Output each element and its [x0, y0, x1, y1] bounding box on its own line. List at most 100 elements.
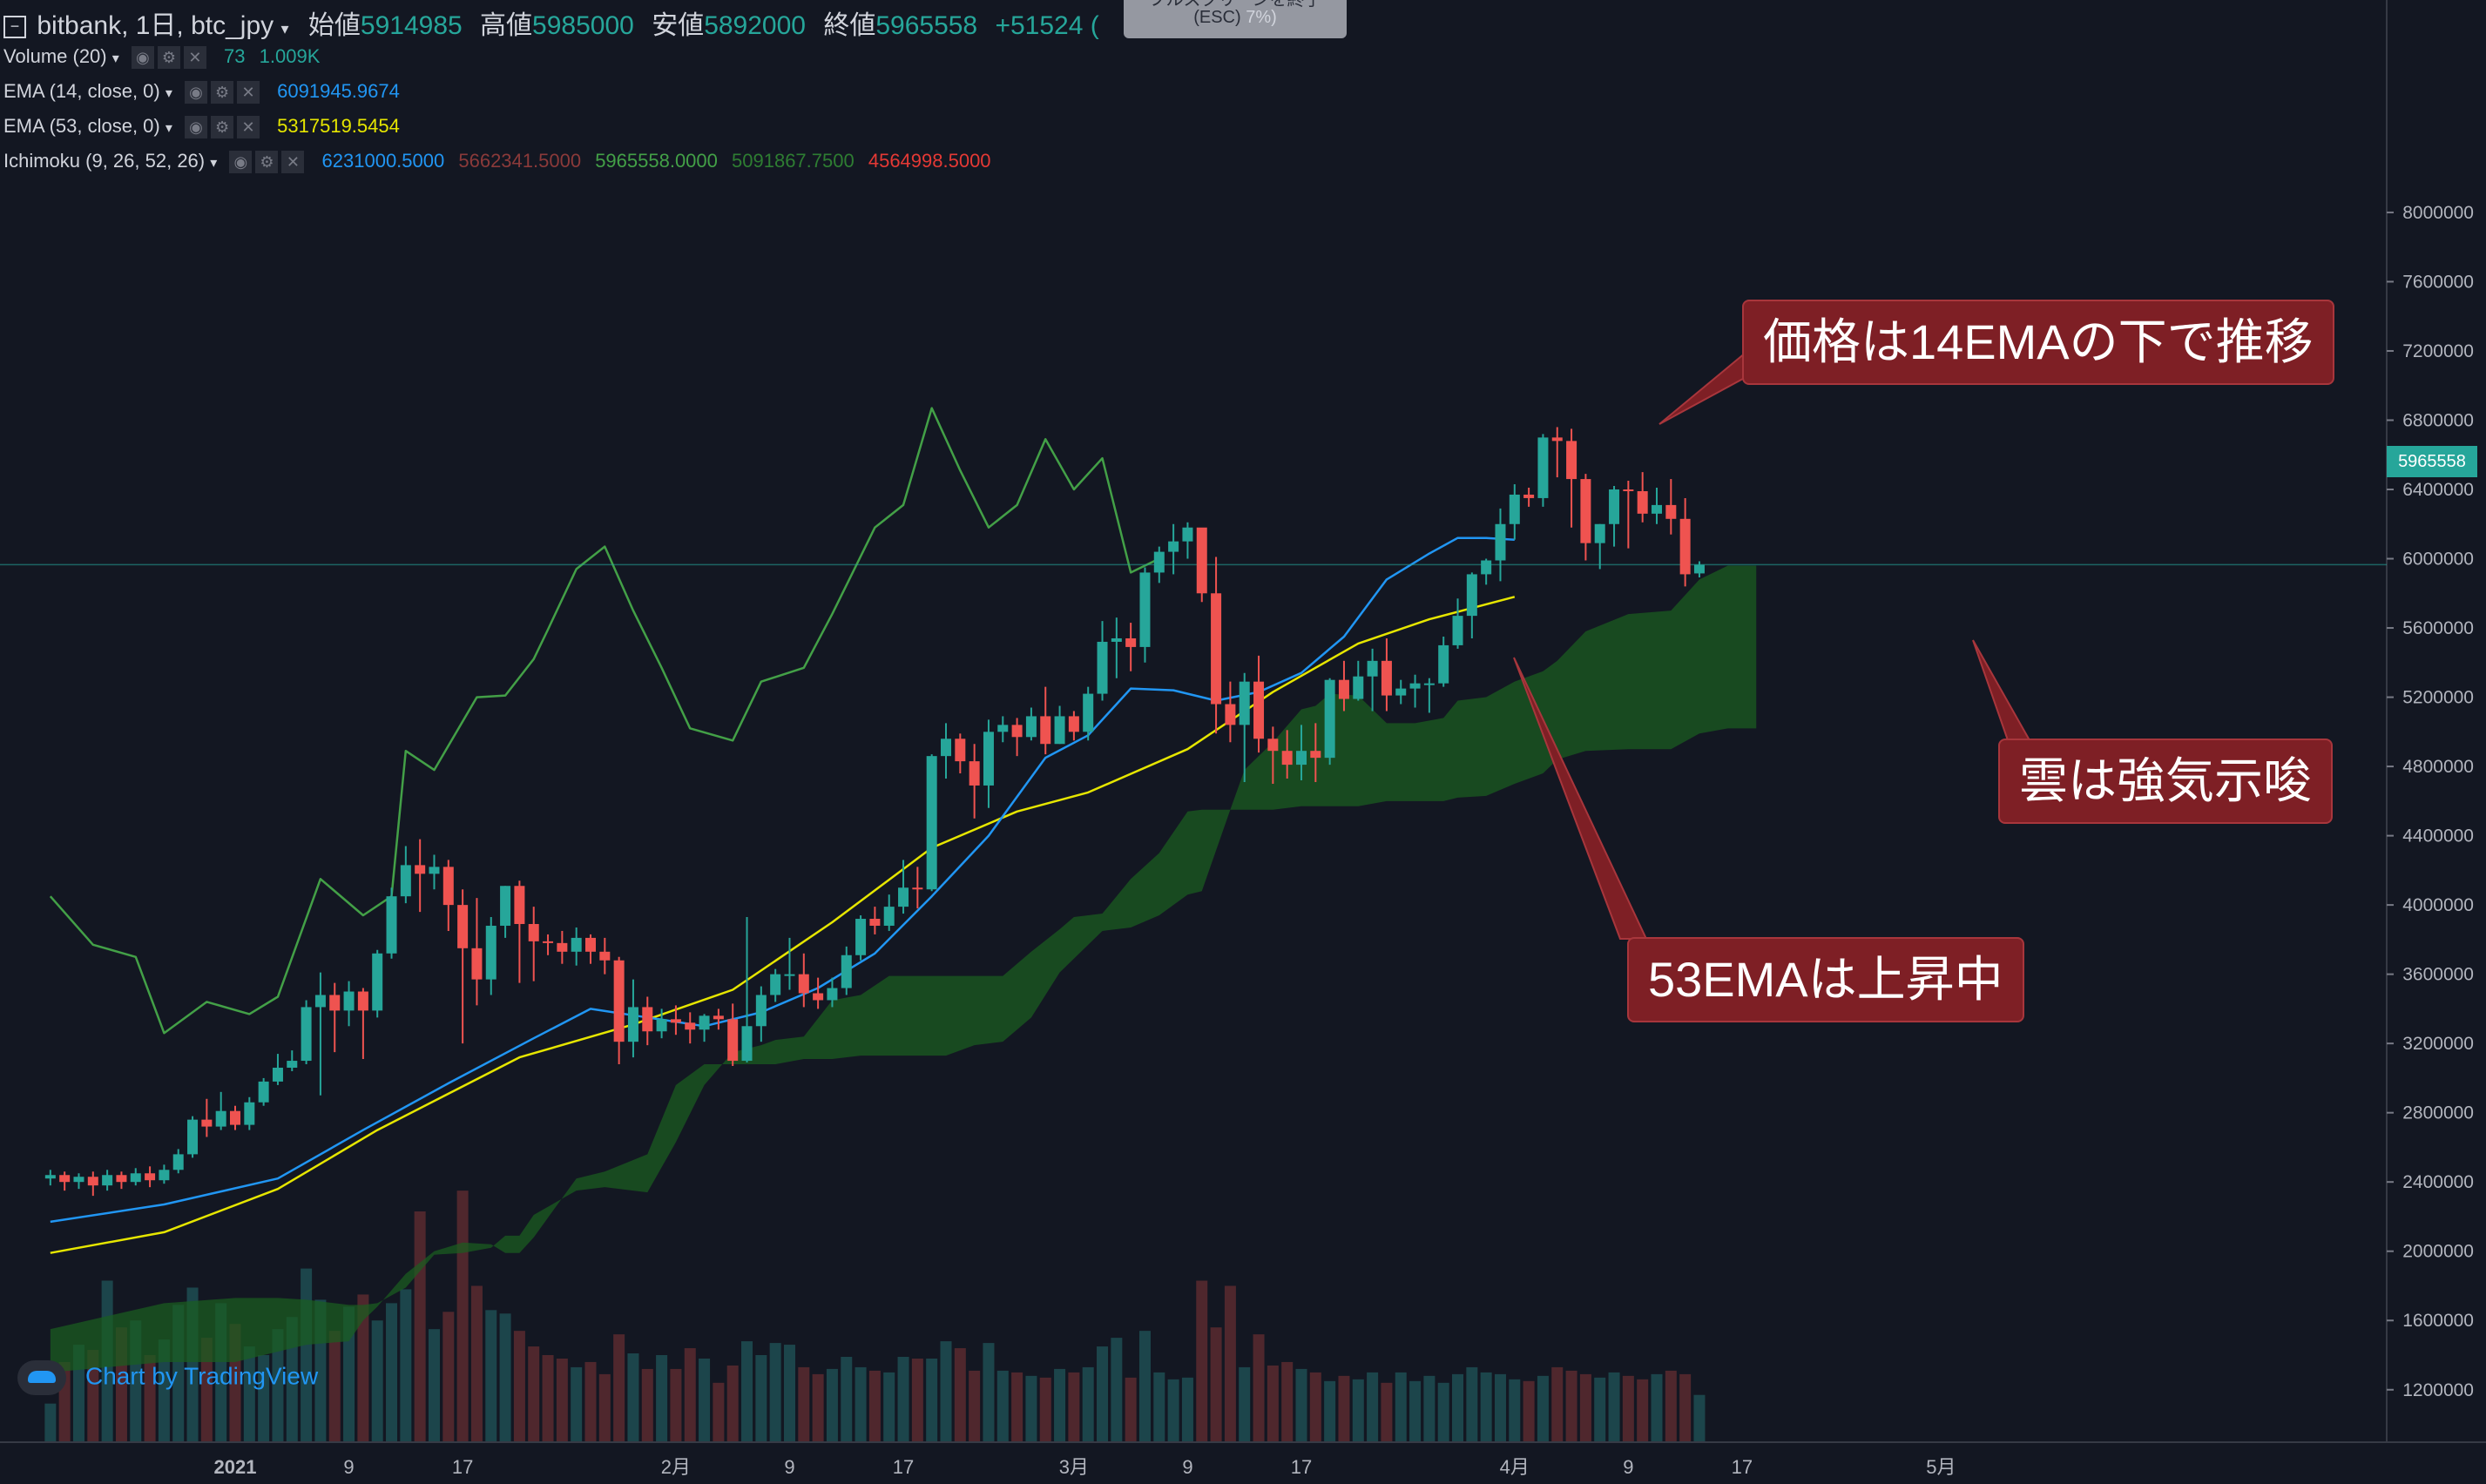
- fullscreen-exit-tooltip[interactable]: フルスクリーンを終了 (ESC) 7%): [1124, 0, 1347, 38]
- volume-value: 73: [224, 45, 246, 67]
- volume-bar: [1437, 1382, 1449, 1441]
- tradingview-watermark[interactable]: Chart by TradingView: [17, 1360, 318, 1395]
- y-tick-label: 6800000: [2402, 410, 2474, 430]
- volume-bar: [456, 1191, 469, 1441]
- candle-body: [87, 1177, 98, 1186]
- tradingview-logo-icon: [17, 1360, 66, 1395]
- eye-icon[interactable]: ◉: [131, 46, 154, 70]
- volume-bar: [1309, 1372, 1321, 1441]
- candle-body: [1481, 560, 1492, 575]
- ema53-label[interactable]: EMA (53, close, 0): [3, 115, 160, 137]
- volume-bar: [1452, 1373, 1464, 1441]
- candle-body: [1423, 683, 1435, 685]
- dropdown-icon[interactable]: ▾: [111, 51, 119, 66]
- candle-body: [713, 1015, 724, 1020]
- volume-bar: [684, 1348, 696, 1441]
- candle-body: [941, 739, 951, 757]
- volume-bar: [1295, 1368, 1307, 1441]
- eye-icon[interactable]: ◉: [185, 116, 208, 139]
- low-value: 5892000: [704, 11, 806, 40]
- volume-bar: [470, 1285, 483, 1441]
- volume-bar: [769, 1343, 781, 1441]
- candle-body: [997, 725, 1009, 732]
- volume-bar: [1494, 1373, 1506, 1441]
- volume-label[interactable]: Volume (20): [3, 45, 107, 67]
- volume-bar: [386, 1303, 398, 1441]
- candle-body: [883, 907, 895, 926]
- volume-bar: [400, 1289, 412, 1441]
- tooltip-line2: (ESC) 7%): [1124, 9, 1347, 26]
- candle-body: [798, 974, 809, 994]
- candle-body: [159, 1170, 170, 1181]
- candle-body: [272, 1067, 283, 1082]
- gear-icon[interactable]: ⚙: [211, 116, 234, 139]
- volume-legend[interactable]: Volume (20) ▾ ◉ ⚙ ✕ 73 1.009K: [3, 45, 321, 70]
- volume-bar: [1181, 1377, 1193, 1441]
- watermark-text: Chart by TradingView: [85, 1362, 319, 1390]
- candle-body: [1296, 751, 1307, 766]
- collapse-icon[interactable]: −: [3, 16, 26, 39]
- volume-bar: [1224, 1285, 1236, 1441]
- symbol-title[interactable]: bitbank, 1日, btc_jpy: [37, 11, 274, 40]
- volume-bar: [1153, 1372, 1165, 1441]
- candle-body: [1652, 504, 1662, 514]
- x-tick-label: 9: [1623, 1456, 1633, 1478]
- gear-icon[interactable]: ⚙: [211, 81, 234, 105]
- ichimoku-legend[interactable]: Ichimoku (9, 26, 52, 26) ▾ ◉ ⚙ ✕ 6231000.5…: [3, 150, 991, 174]
- close-icon[interactable]: ✕: [237, 116, 260, 139]
- volume-bar: [798, 1366, 810, 1441]
- volume-bar: [584, 1361, 597, 1441]
- candle-body: [1239, 681, 1250, 725]
- volume-bar: [357, 1294, 369, 1441]
- candle-body: [627, 1007, 638, 1042]
- volume-bar: [1338, 1375, 1350, 1441]
- dropdown-icon[interactable]: ▾: [210, 156, 218, 171]
- x-tick-label: 17: [1732, 1456, 1753, 1478]
- ema14-label[interactable]: EMA (14, close, 0): [3, 80, 160, 102]
- ema14-legend[interactable]: EMA (14, close, 0) ▾ ◉ ⚙ ✕ 6091945.9674: [3, 80, 400, 105]
- candle-body: [1623, 489, 1634, 491]
- gear-icon[interactable]: ⚙: [255, 151, 279, 174]
- candle-body: [301, 1007, 312, 1062]
- open-label: 始値: [307, 11, 361, 40]
- candle-body: [514, 886, 525, 924]
- volume-bar: [1551, 1366, 1564, 1441]
- gear-icon[interactable]: ⚙: [157, 46, 180, 70]
- dropdown-icon[interactable]: ▾: [165, 121, 172, 136]
- volume-ma-value: 1.009K: [259, 45, 321, 67]
- volume-bar: [1381, 1382, 1393, 1441]
- close-icon[interactable]: ✕: [183, 46, 206, 70]
- ichimoku-label[interactable]: Ichimoku (9, 26, 52, 26): [3, 150, 206, 172]
- x-tick-label: 9: [1182, 1456, 1192, 1478]
- eye-icon[interactable]: ◉: [185, 81, 208, 105]
- candle-body: [343, 991, 355, 1011]
- candle-body: [642, 1007, 653, 1032]
- candle-body: [1054, 716, 1065, 745]
- volume-bar: [656, 1355, 668, 1441]
- close-icon[interactable]: ✕: [281, 151, 305, 174]
- dropdown-icon[interactable]: ▾: [165, 86, 172, 101]
- close-label: 終値: [823, 11, 876, 40]
- dropdown-icon[interactable]: ▾: [280, 20, 289, 37]
- volume-bar: [1125, 1377, 1137, 1441]
- close-icon[interactable]: ✕: [237, 81, 260, 105]
- volume-bar: [1622, 1375, 1634, 1441]
- callout-pointer-cloud: [1972, 639, 2031, 741]
- candle-body: [841, 954, 852, 988]
- volume-bar: [1054, 1368, 1066, 1441]
- symbol-legend: − bitbank, 1日, btc_jpy ▾ 始値5914985 高値598…: [3, 3, 1099, 42]
- tenkan-value: 6231000.5000: [321, 150, 445, 172]
- volume-bar: [954, 1348, 966, 1441]
- y-tick-label: 4400000: [2402, 826, 2474, 847]
- volume-bar: [428, 1329, 440, 1441]
- candle-body: [471, 948, 483, 980]
- x-tick-label: 3月: [1059, 1456, 1089, 1478]
- candle-body: [670, 1019, 681, 1023]
- volume-bar: [713, 1382, 725, 1441]
- ema53-legend[interactable]: EMA (53, close, 0) ▾ ◉ ⚙ ✕ 5317519.5454: [3, 115, 400, 139]
- candle-body: [201, 1119, 213, 1127]
- eye-icon[interactable]: ◉: [229, 151, 253, 174]
- y-tick-label: 1200000: [2402, 1380, 2474, 1400]
